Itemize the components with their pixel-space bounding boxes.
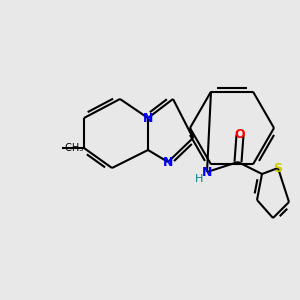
- Text: N: N: [163, 155, 173, 169]
- Text: S: S: [274, 161, 283, 175]
- Text: N: N: [202, 166, 212, 178]
- Text: CH₃: CH₃: [62, 143, 83, 153]
- Text: N: N: [143, 112, 153, 124]
- Text: H: H: [195, 174, 203, 184]
- Text: O: O: [235, 128, 245, 142]
